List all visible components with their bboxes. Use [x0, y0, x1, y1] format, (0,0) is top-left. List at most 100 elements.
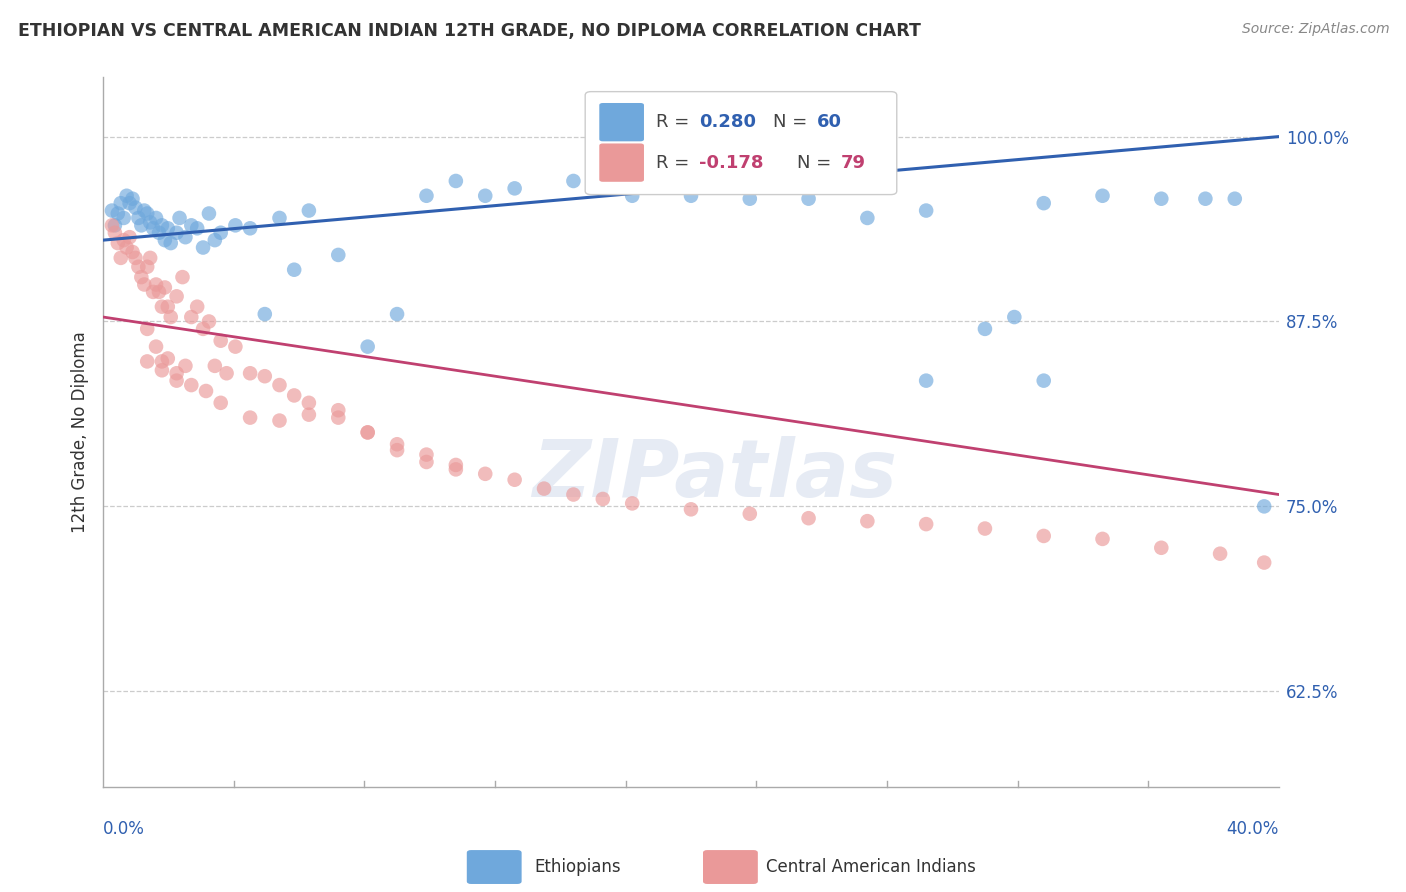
- Point: [738, 507, 761, 521]
- Point: [1032, 529, 1054, 543]
- Text: -0.178: -0.178: [699, 153, 763, 171]
- Point: [134, 203, 156, 218]
- Point: [118, 196, 141, 211]
- Point: [415, 455, 437, 469]
- Point: [110, 196, 132, 211]
- Point: [328, 410, 350, 425]
- Text: Central American Indians: Central American Indians: [766, 858, 976, 876]
- Point: [115, 240, 138, 254]
- Point: [269, 378, 291, 392]
- Point: [198, 314, 221, 328]
- Point: [562, 487, 585, 501]
- Point: [239, 410, 262, 425]
- Point: [856, 211, 879, 225]
- Point: [110, 251, 132, 265]
- Point: [856, 514, 879, 528]
- Point: [150, 219, 173, 233]
- Point: [503, 181, 526, 195]
- Point: [136, 260, 159, 274]
- Point: [131, 219, 153, 233]
- Point: [124, 251, 146, 265]
- Point: [1253, 500, 1275, 514]
- Point: [186, 300, 208, 314]
- Point: [104, 219, 127, 233]
- Point: [1002, 310, 1025, 324]
- Point: [174, 359, 197, 373]
- Point: [127, 260, 149, 274]
- Point: [797, 192, 820, 206]
- Point: [1253, 556, 1275, 570]
- Point: [169, 211, 191, 225]
- Text: 60: 60: [817, 113, 842, 131]
- Point: [148, 226, 170, 240]
- Point: [533, 482, 555, 496]
- Text: N =: N =: [773, 113, 813, 131]
- Point: [298, 203, 321, 218]
- Point: [974, 322, 997, 336]
- Point: [679, 188, 702, 202]
- Point: [209, 396, 232, 410]
- Text: R =: R =: [655, 113, 695, 131]
- Point: [166, 226, 188, 240]
- Point: [239, 366, 262, 380]
- Point: [134, 277, 156, 292]
- Point: [444, 458, 467, 472]
- FancyBboxPatch shape: [599, 103, 644, 141]
- Point: [1223, 192, 1246, 206]
- Point: [166, 366, 188, 380]
- Point: [150, 363, 173, 377]
- Point: [239, 221, 262, 235]
- Point: [145, 277, 167, 292]
- Point: [131, 270, 153, 285]
- Point: [159, 236, 181, 251]
- Point: [209, 334, 232, 348]
- Point: [191, 240, 214, 254]
- Point: [328, 403, 350, 417]
- Point: [1150, 192, 1173, 206]
- Point: [224, 219, 246, 233]
- Point: [112, 211, 135, 225]
- Point: [153, 233, 176, 247]
- Point: [107, 236, 129, 251]
- Point: [915, 374, 938, 388]
- Point: [195, 384, 218, 398]
- Point: [198, 206, 221, 220]
- Point: [136, 322, 159, 336]
- Point: [101, 203, 124, 218]
- Point: [180, 378, 202, 392]
- Point: [172, 270, 194, 285]
- Point: [136, 354, 159, 368]
- Point: [145, 211, 167, 225]
- Point: [1032, 374, 1054, 388]
- Point: [1209, 547, 1232, 561]
- Point: [328, 248, 350, 262]
- Point: [153, 280, 176, 294]
- Point: [139, 215, 162, 229]
- Point: [136, 206, 159, 220]
- Point: [415, 448, 437, 462]
- Point: [283, 388, 305, 402]
- Point: [974, 522, 997, 536]
- Point: [298, 396, 321, 410]
- Point: [180, 310, 202, 324]
- Point: [159, 310, 181, 324]
- Point: [357, 340, 380, 354]
- Point: [357, 425, 380, 440]
- Point: [156, 221, 179, 235]
- Point: [174, 230, 197, 244]
- Y-axis label: 12th Grade, No Diploma: 12th Grade, No Diploma: [72, 332, 89, 533]
- Point: [166, 374, 188, 388]
- Point: [1150, 541, 1173, 555]
- Point: [385, 443, 408, 458]
- Point: [385, 437, 408, 451]
- Point: [679, 502, 702, 516]
- Point: [621, 496, 644, 510]
- Point: [115, 188, 138, 202]
- Point: [385, 307, 408, 321]
- Text: 0.280: 0.280: [699, 113, 756, 131]
- Text: Ethiopians: Ethiopians: [534, 858, 621, 876]
- Point: [1032, 196, 1054, 211]
- Point: [357, 425, 380, 440]
- Text: ZIPatlas: ZIPatlas: [531, 436, 897, 514]
- Point: [298, 408, 321, 422]
